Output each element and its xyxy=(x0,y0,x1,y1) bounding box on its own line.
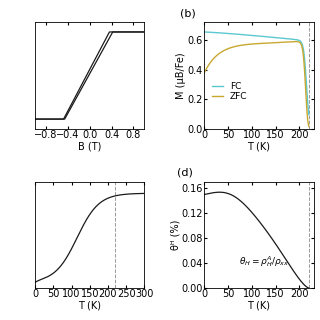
FC xyxy=(278,36,282,40)
Legend: FC, ZFC: FC, ZFC xyxy=(211,81,249,102)
ZFC xyxy=(278,41,282,44)
Text: $\theta_H = \rho_H^A/\rho_{xx}$: $\theta_H = \rho_H^A/\rho_{xx}$ xyxy=(239,254,290,269)
ZFC xyxy=(307,124,311,128)
FC xyxy=(307,113,311,116)
ZFC xyxy=(236,44,240,48)
X-axis label: T (K): T (K) xyxy=(78,301,101,311)
ZFC xyxy=(268,41,272,45)
ZFC xyxy=(215,53,219,57)
ZFC xyxy=(294,40,298,44)
FC xyxy=(268,35,272,39)
Line: FC: FC xyxy=(204,32,309,115)
Y-axis label: θᴴ (%): θᴴ (%) xyxy=(170,220,180,250)
FC xyxy=(244,33,248,37)
FC xyxy=(236,32,240,36)
Text: (b): (b) xyxy=(180,8,196,18)
FC xyxy=(278,36,282,40)
Text: (d): (d) xyxy=(177,167,193,178)
Y-axis label: M (μB/Fe): M (μB/Fe) xyxy=(176,52,186,99)
X-axis label: T (K): T (K) xyxy=(247,301,270,311)
Line: ZFC: ZFC xyxy=(204,42,309,126)
FC xyxy=(215,31,219,35)
ZFC xyxy=(278,41,282,44)
ZFC xyxy=(244,43,248,46)
FC xyxy=(203,30,206,34)
X-axis label: B (T): B (T) xyxy=(78,141,101,151)
ZFC xyxy=(203,71,206,75)
X-axis label: T (K): T (K) xyxy=(247,141,270,151)
